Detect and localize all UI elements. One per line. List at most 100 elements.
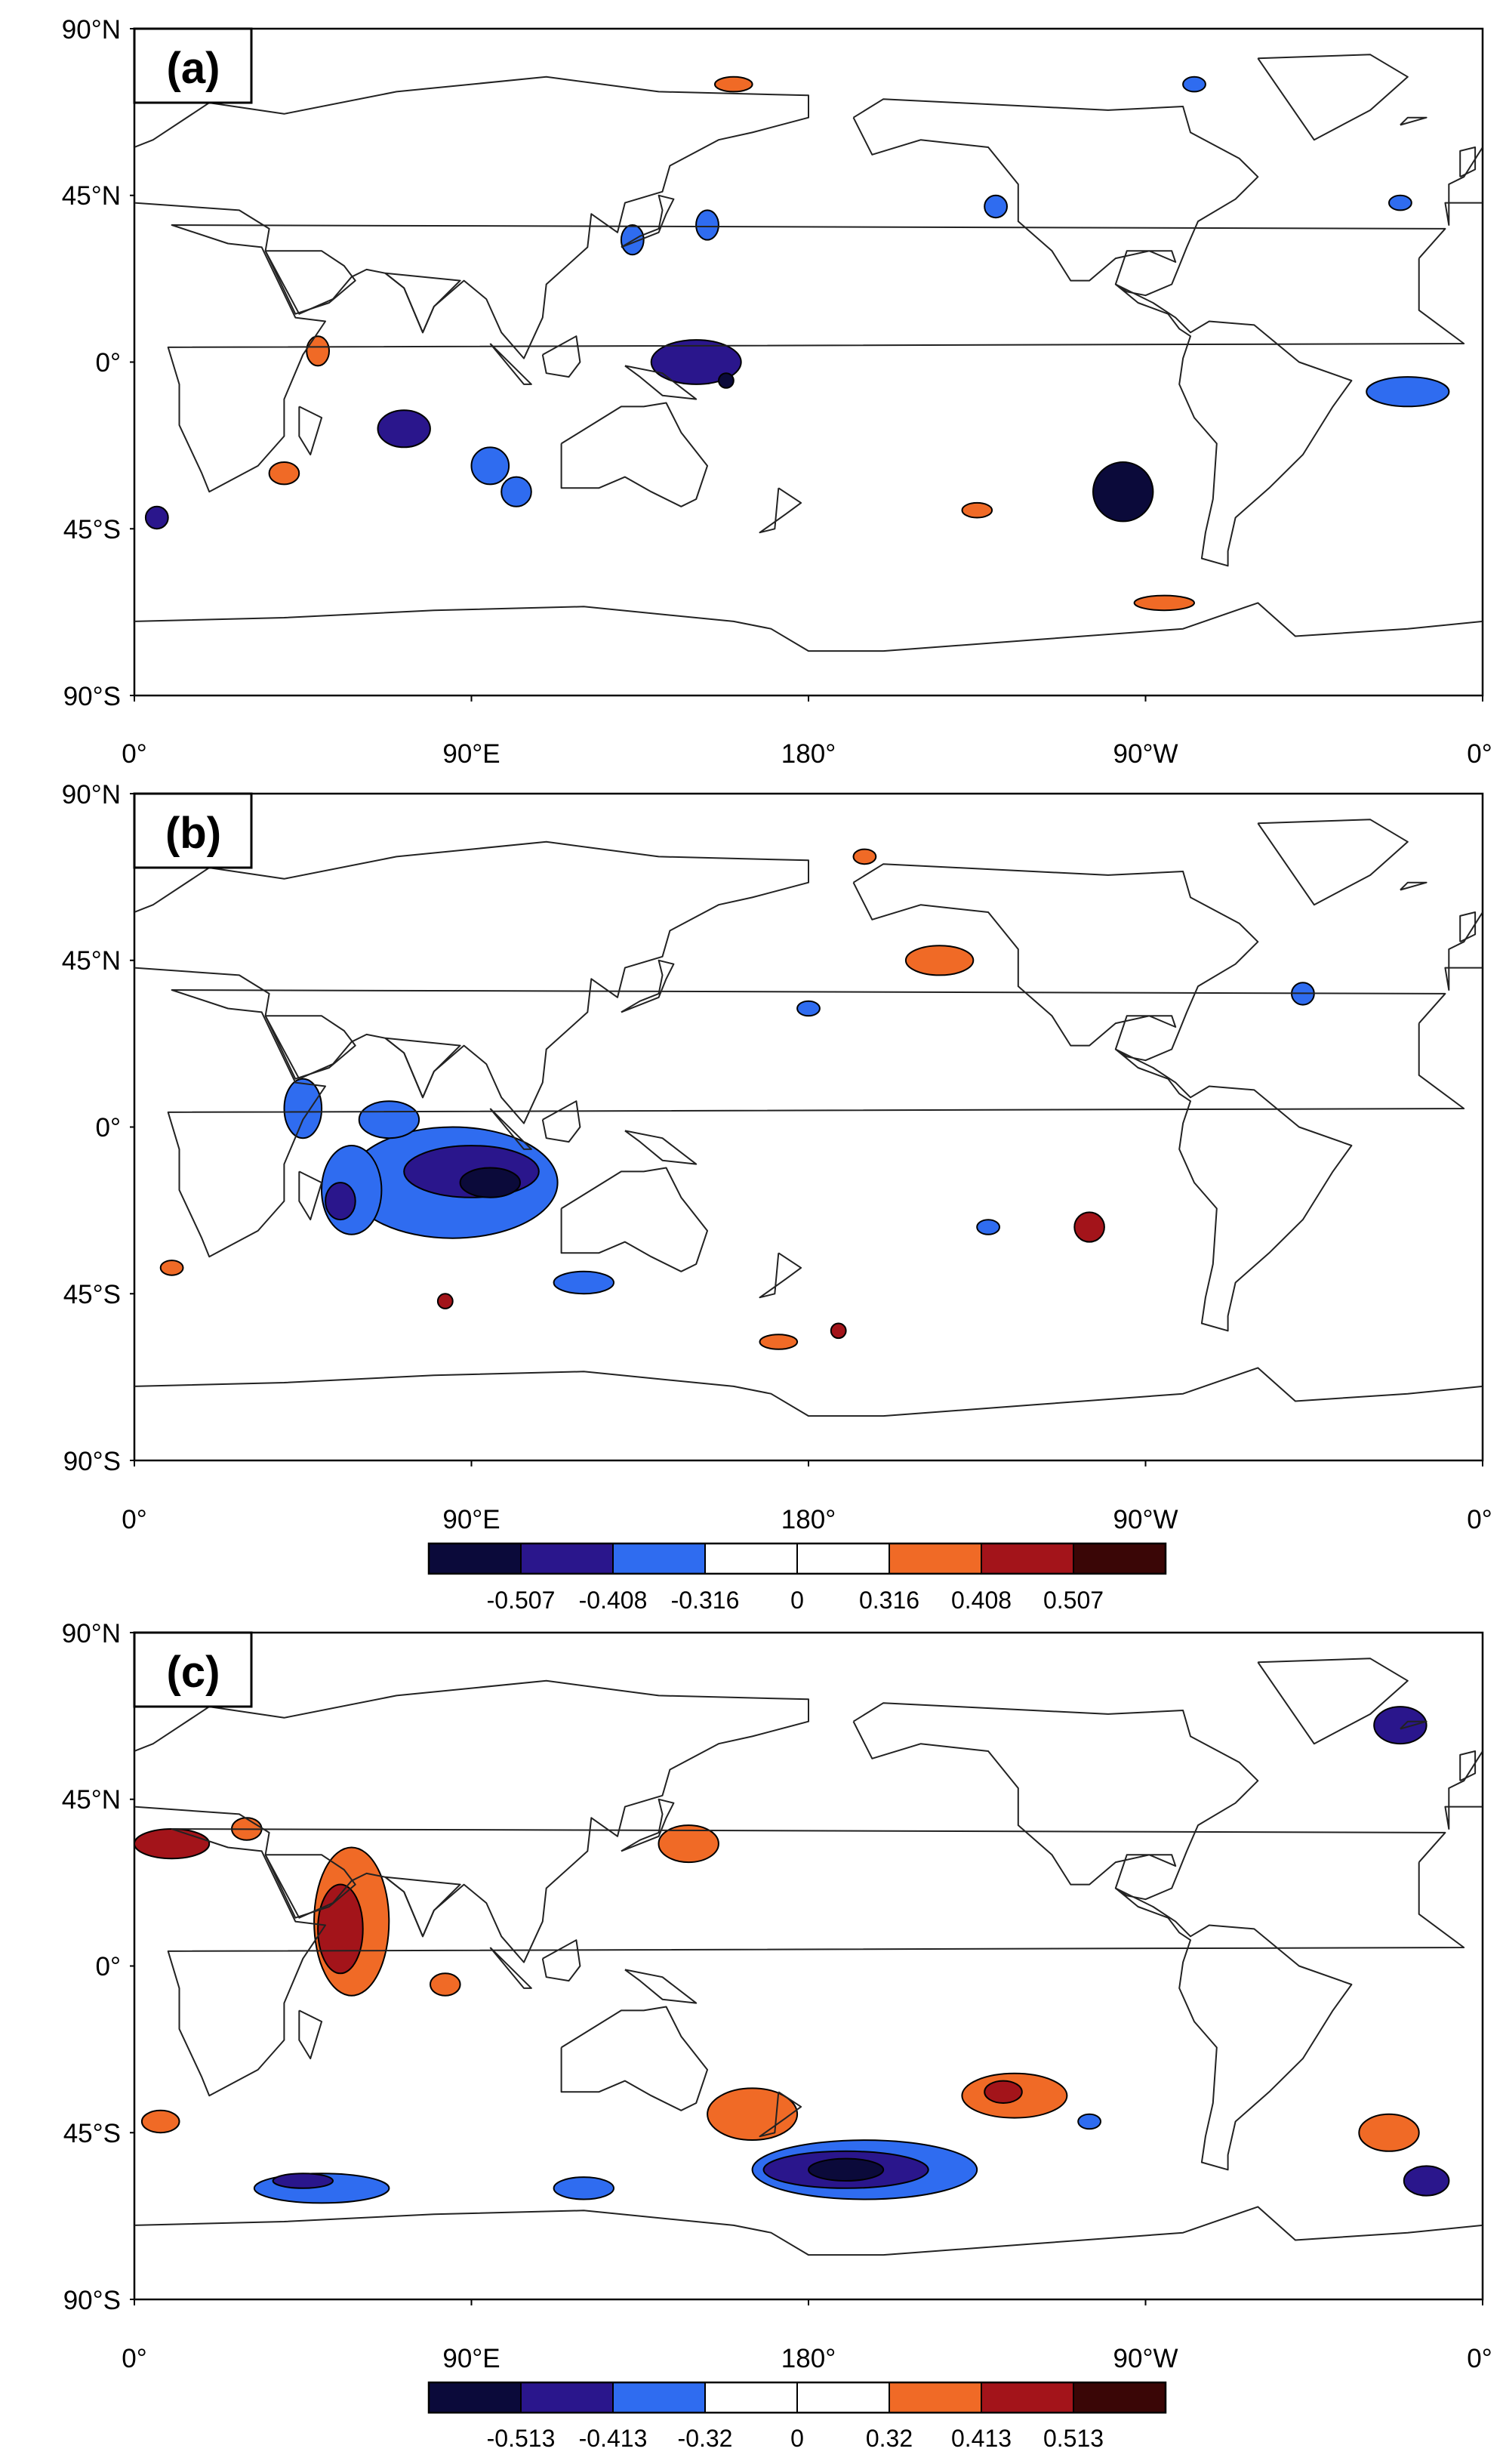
positive-anomaly [1133, 594, 1196, 612]
lat-label: 90°N [62, 780, 121, 810]
positive-anomaly [140, 2109, 180, 2134]
lat-label: 45°S [63, 2119, 121, 2148]
coastline [1115, 1048, 1353, 1332]
positive-anomaly [306, 335, 331, 367]
positive-anomaly [430, 1972, 461, 1997]
colorbar-label: 0.507 [1043, 1587, 1104, 1614]
coastline [621, 194, 675, 248]
colorbar-swatch [1073, 2382, 1166, 2413]
colorbar-label: 0.513 [1043, 2425, 1104, 2452]
coastline [167, 1828, 1465, 2097]
panel-label: (c) [167, 1648, 220, 1697]
lat-axis: 90°N 45°N 0° 45°S 90°S [62, 1619, 134, 2315]
coastline [298, 2009, 323, 2060]
coastline [489, 1947, 532, 1989]
lat-label: 90°S [63, 682, 121, 711]
colorbar-swatch [889, 2382, 981, 2413]
positive-anomaly [961, 501, 993, 519]
colorbar-swatch [705, 1543, 797, 1574]
coastline [1115, 1887, 1353, 2171]
lat-label: 90°S [63, 1447, 121, 1476]
colorbar-swatch [613, 1543, 705, 1574]
coastline [852, 863, 1259, 1062]
positive-anomaly [984, 2080, 1023, 2105]
coastline [264, 250, 356, 315]
negative-anomaly [1403, 2165, 1450, 2197]
lon-label: 0° [1467, 739, 1492, 769]
coastline [624, 365, 698, 400]
lon-label: 90°E [442, 1505, 500, 1534]
colorbar-swatch [521, 2382, 613, 2413]
lon-label: 0° [122, 739, 146, 769]
lat-axis: 90°N 45°N 0° 45°S 90°S [62, 780, 134, 1476]
panel-label-box [133, 792, 253, 869]
coastline [384, 272, 461, 334]
coastline [541, 1939, 581, 1982]
coastline [560, 402, 708, 507]
lat-label: 45°S [63, 1280, 121, 1309]
colorbar-frame [427, 2381, 1167, 2414]
negative-anomaly [695, 209, 719, 241]
negative-anomaly [553, 2176, 614, 2200]
coastline [134, 602, 1483, 695]
lat-label: 45°N [62, 181, 121, 211]
coastline [1444, 146, 1483, 226]
positive-anomaly [159, 1260, 184, 1276]
coastline [1257, 1658, 1409, 1745]
lon-label: 0° [122, 2344, 146, 2373]
coastline [1459, 146, 1477, 178]
positive-anomaly [134, 1828, 211, 1860]
lon-label: 0° [1467, 1505, 1492, 1534]
negative-anomaly [1077, 2113, 1101, 2130]
lat-axis: 90°N 45°N 0° 45°S 90°S [62, 15, 134, 711]
negative-anomaly [976, 1219, 1000, 1235]
lat-label: 90°S [63, 2286, 121, 2315]
negative-anomaly [470, 446, 510, 486]
negative-anomaly [796, 1000, 821, 1017]
panel-c: (c) 90°N 45°N 0° 45°S 90°S 0° 90°E 180° … [62, 1619, 1492, 2373]
negative-anomaly [808, 2157, 885, 2182]
positive-anomaly [658, 1824, 719, 1864]
lon-label: 90°W [1113, 739, 1178, 769]
colorbar-swatch [429, 2382, 521, 2413]
colorbar-label: 0.32 [866, 2425, 913, 2452]
coastline [298, 406, 323, 456]
coastline [624, 1969, 698, 2004]
lon-axis: 0° 90°E 180° 90°W 0° [122, 2299, 1492, 2373]
lat-label: 45°N [62, 1785, 121, 1815]
positive-anomaly [830, 1322, 847, 1340]
colorbar-swatch [797, 1543, 889, 1574]
colorbar-label: 0.408 [951, 1587, 1012, 1614]
lon-label: 90°E [442, 739, 500, 769]
colorbar: -0.507 -0.408 -0.316 0 0.316 0.408 0.507 [427, 1542, 1167, 1614]
colorbar-label: 0.413 [951, 2425, 1012, 2452]
coastline [541, 335, 581, 378]
coastline [489, 1108, 532, 1150]
coastline [134, 840, 809, 1124]
coastline [489, 343, 532, 385]
coastline [759, 2091, 802, 2138]
coastline [1459, 1750, 1477, 1782]
lon-axis: 0° 90°E 180° 90°W 0° [122, 695, 1492, 769]
negative-anomaly [1373, 1706, 1428, 1745]
anomaly-layer [159, 848, 1315, 1350]
positive-anomaly [759, 1334, 799, 1350]
lon-label: 180° [781, 2344, 836, 2373]
lon-label: 0° [122, 1505, 146, 1534]
lat-label: 45°N [62, 946, 121, 976]
lon-label: 180° [781, 739, 836, 769]
lon-label: 90°W [1113, 2344, 1178, 2373]
coastline [852, 1702, 1259, 1901]
coastline [167, 224, 1465, 493]
panel-label: (a) [167, 44, 220, 93]
lon-axis: 0° 90°E 180° 90°W 0° [122, 1460, 1492, 1534]
positive-anomaly [904, 945, 975, 976]
colorbar-label: 0.316 [859, 1587, 919, 1614]
coastline [1400, 116, 1428, 126]
map-frame [133, 792, 1484, 1462]
positive-anomaly [268, 461, 300, 486]
positive-anomaly [1073, 1211, 1105, 1243]
negative-anomaly [500, 476, 532, 507]
coastline [134, 76, 809, 359]
